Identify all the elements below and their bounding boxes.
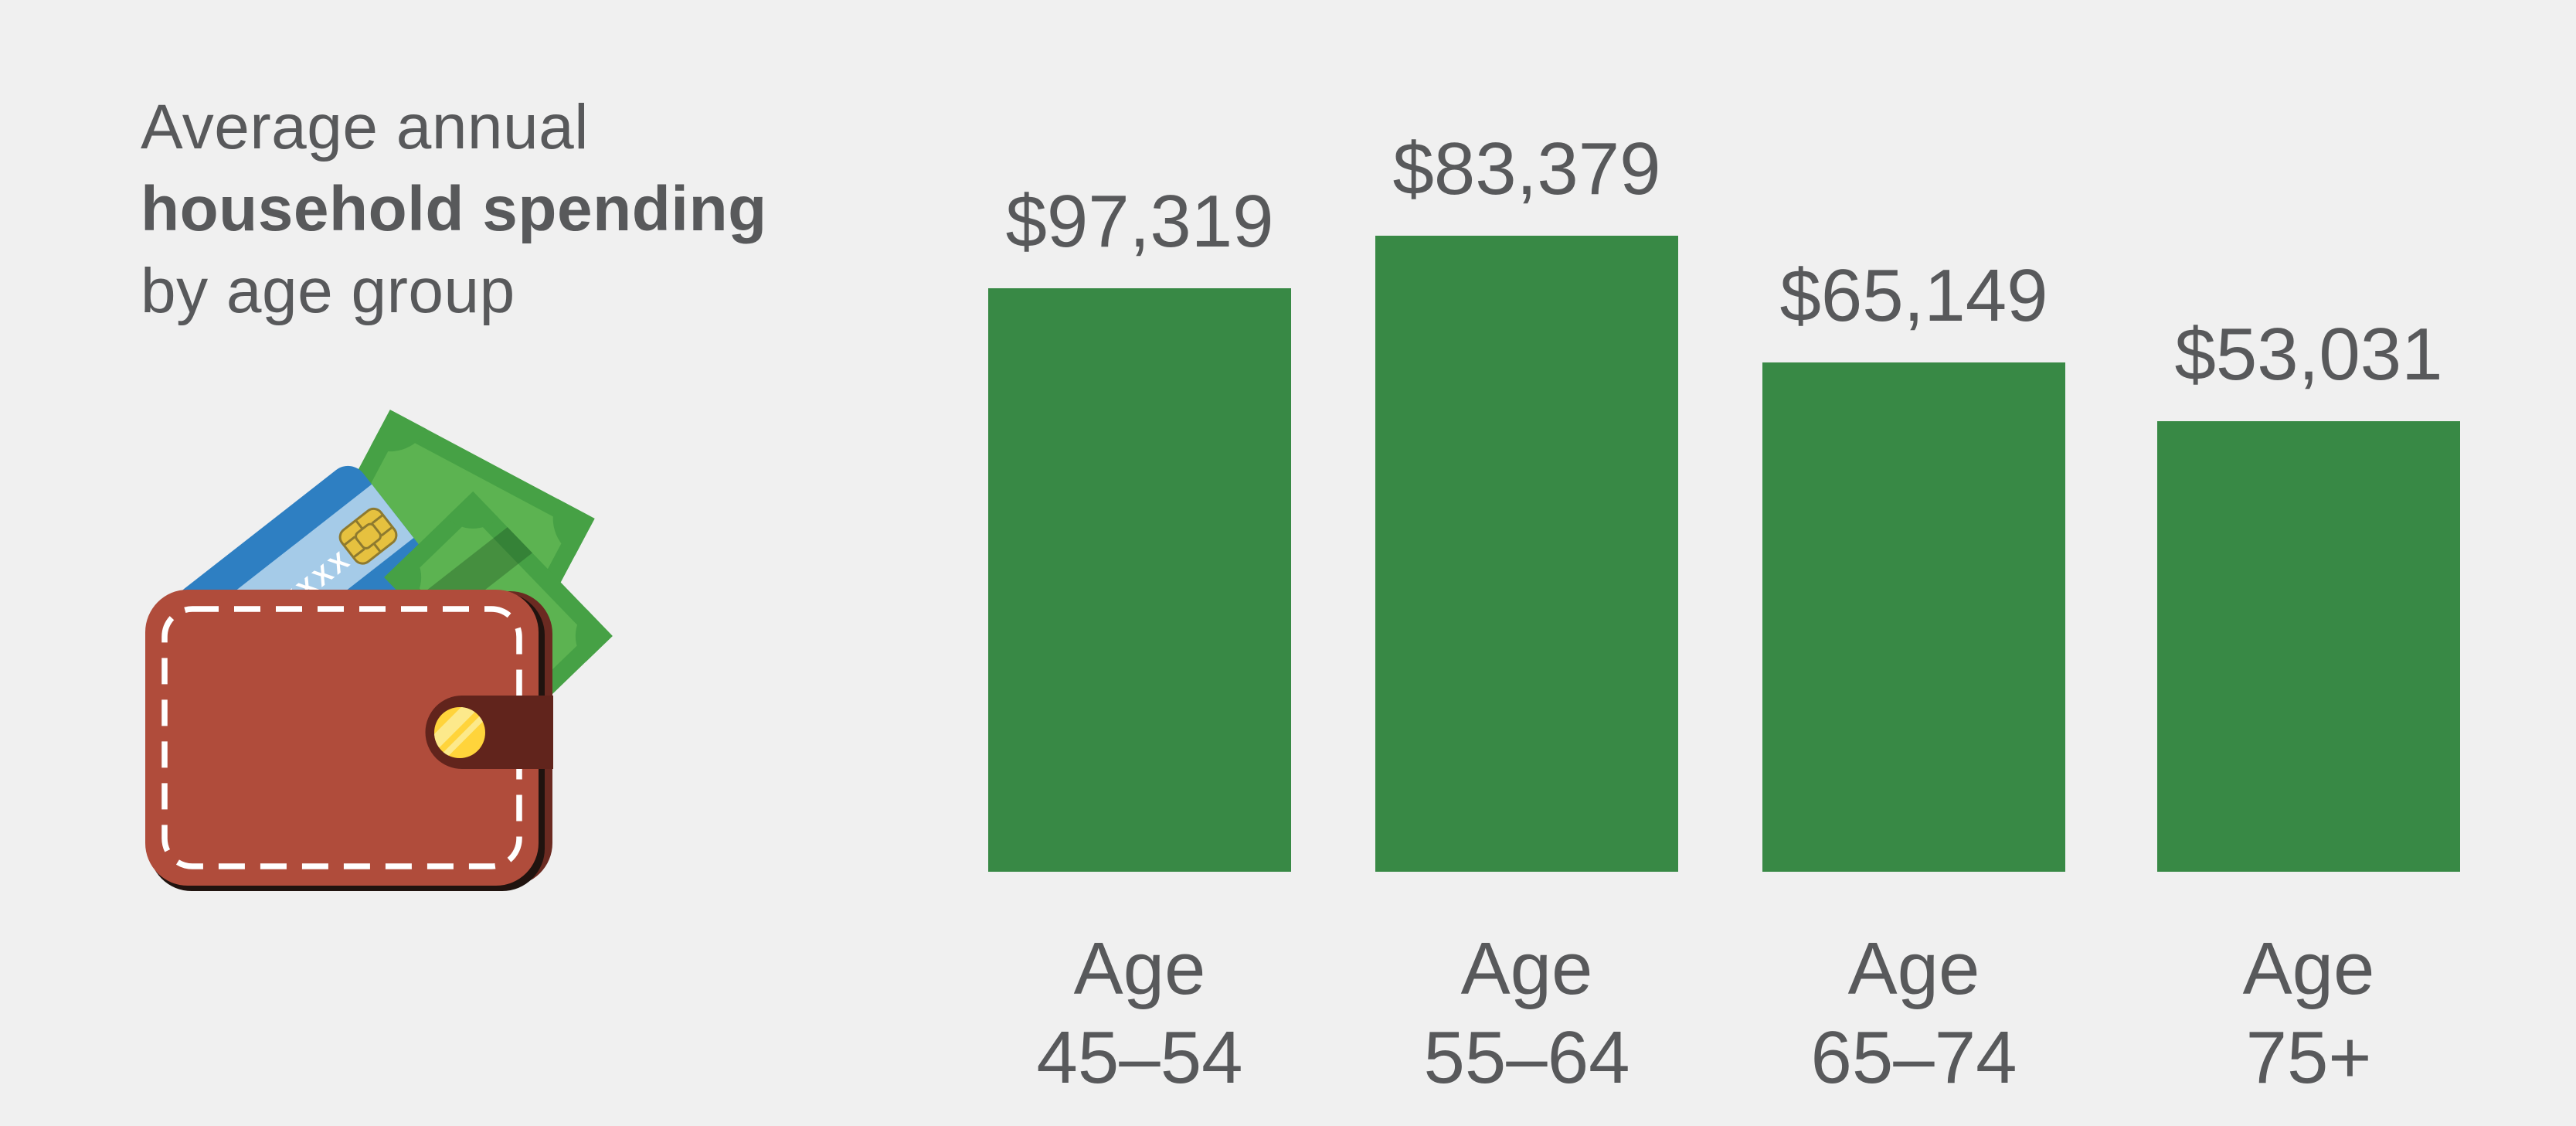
wallet-icon: XXXX XXXX	[145, 410, 613, 891]
bar-value-label: $53,031	[2174, 313, 2443, 396]
bar-value-label: $83,379	[1392, 128, 1661, 210]
card-chip-icon	[338, 507, 398, 565]
title-line-2: household spending	[141, 174, 767, 244]
bar-55-64	[1375, 236, 1678, 872]
bar-category-label: Age 55–64	[1423, 927, 1630, 1099]
bar-group-45-54: $97,319 Age 45–54	[988, 0, 1291, 1126]
bar-category-label: Age 75+	[2242, 927, 2375, 1099]
bar-value-label: $65,149	[1779, 254, 2048, 337]
wallet-body	[145, 590, 539, 886]
bar-group-55-64: $83,379 Age 55–64	[1375, 0, 1678, 1126]
bar-65-74	[1762, 362, 2065, 872]
bar-value-label: $97,319	[1005, 180, 1274, 263]
bar-category-label: Age 45–54	[1036, 927, 1243, 1099]
bar-group-65-74: $65,149 Age 65–74	[1762, 0, 2065, 1126]
bar-category-label: Age 65–74	[1810, 927, 2017, 1099]
bar-75-plus	[2157, 421, 2460, 872]
title-line-1: Average annual	[141, 92, 589, 162]
title-line-3: by age group	[141, 256, 515, 326]
bar-group-75-plus: $53,031 Age 75+	[2157, 0, 2460, 1126]
wallet-button	[434, 707, 485, 758]
bar-45-54	[988, 288, 1291, 872]
chart-title: Average annual household spending by age…	[141, 87, 767, 332]
